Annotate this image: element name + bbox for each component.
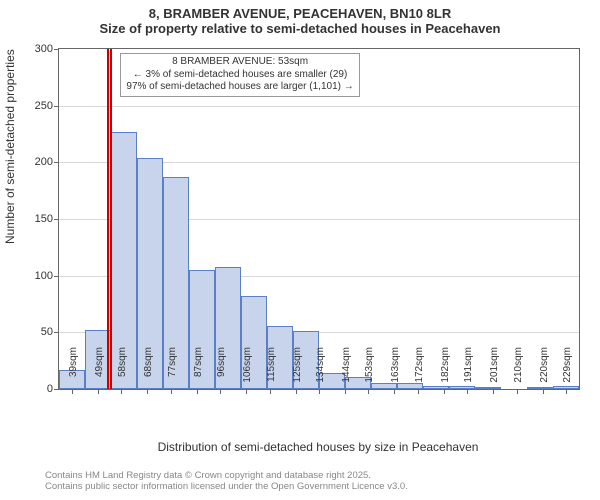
reference-marker-line xyxy=(110,49,112,389)
x-tick-label: 144sqm xyxy=(341,347,352,393)
x-tick-label: 77sqm xyxy=(167,347,178,393)
annotation-line: ← 3% of semi-detached houses are smaller… xyxy=(126,69,353,82)
y-tick-mark xyxy=(54,162,59,163)
x-tick-label: 182sqm xyxy=(440,347,451,393)
plot-area: 05010015020025030039sqm49sqm58sqm68sqm77… xyxy=(58,48,580,390)
y-tick-mark xyxy=(54,389,59,390)
y-tick-label: 150 xyxy=(35,213,53,225)
y-tick-mark xyxy=(54,332,59,333)
x-tick-label: 68sqm xyxy=(143,347,154,393)
y-tick-mark xyxy=(54,106,59,107)
x-tick-label: 49sqm xyxy=(94,347,105,393)
y-tick-mark xyxy=(54,276,59,277)
y-tick-label: 200 xyxy=(35,156,53,168)
x-tick-label: 58sqm xyxy=(117,347,128,393)
x-tick-label: 96sqm xyxy=(216,347,227,393)
copyright-footer: Contains HM Land Registry data © Crown c… xyxy=(45,470,408,493)
x-tick-label: 201sqm xyxy=(489,347,500,393)
chart-title-subtitle: Size of property relative to semi-detach… xyxy=(0,21,600,36)
x-tick-label: 172sqm xyxy=(414,347,425,393)
x-tick-label: 229sqm xyxy=(562,347,573,393)
y-tick-label: 50 xyxy=(41,326,53,338)
footer-line-1: Contains HM Land Registry data © Crown c… xyxy=(45,470,408,481)
x-tick-label: 87sqm xyxy=(193,347,204,393)
y-tick-label: 100 xyxy=(35,270,53,282)
chart-container: Number of semi-detached properties 0 50 10… xyxy=(0,44,600,444)
annotation-box: 8 BRAMBER AVENUE: 53sqm← 3% of semi-deta… xyxy=(120,53,359,97)
reference-marker-line xyxy=(107,49,109,389)
y-tick-label: 300 xyxy=(35,43,53,55)
annotation-line: 97% of semi-detached houses are larger (… xyxy=(126,81,353,94)
y-tick-mark xyxy=(54,219,59,220)
x-tick-label: 153sqm xyxy=(364,347,375,393)
x-tick-label: 210sqm xyxy=(513,347,524,393)
chart-title-block: 8, BRAMBER AVENUE, PEACEHAVEN, BN10 8LR … xyxy=(0,0,600,36)
x-tick-label: 115sqm xyxy=(266,347,277,393)
annotation-line: 8 BRAMBER AVENUE: 53sqm xyxy=(126,56,353,69)
y-tick-label: 250 xyxy=(35,100,53,112)
x-axis-label: Distribution of semi-detached houses by … xyxy=(58,440,578,454)
x-tick-label: 39sqm xyxy=(68,347,79,393)
x-tick-label: 191sqm xyxy=(463,347,474,393)
x-tick-label: 106sqm xyxy=(242,347,253,393)
footer-line-2: Contains public sector information licen… xyxy=(45,481,408,492)
x-tick-label: 134sqm xyxy=(315,347,326,393)
gridline xyxy=(59,106,579,107)
x-tick-label: 220sqm xyxy=(539,347,550,393)
y-tick-mark xyxy=(54,49,59,50)
y-tick-label: 0 xyxy=(47,383,53,395)
x-tick-label: 125sqm xyxy=(292,347,303,393)
x-tick-label: 163sqm xyxy=(390,347,401,393)
chart-title-address: 8, BRAMBER AVENUE, PEACEHAVEN, BN10 8LR xyxy=(0,6,600,21)
y-axis-label: Number of semi-detached properties xyxy=(3,49,17,244)
